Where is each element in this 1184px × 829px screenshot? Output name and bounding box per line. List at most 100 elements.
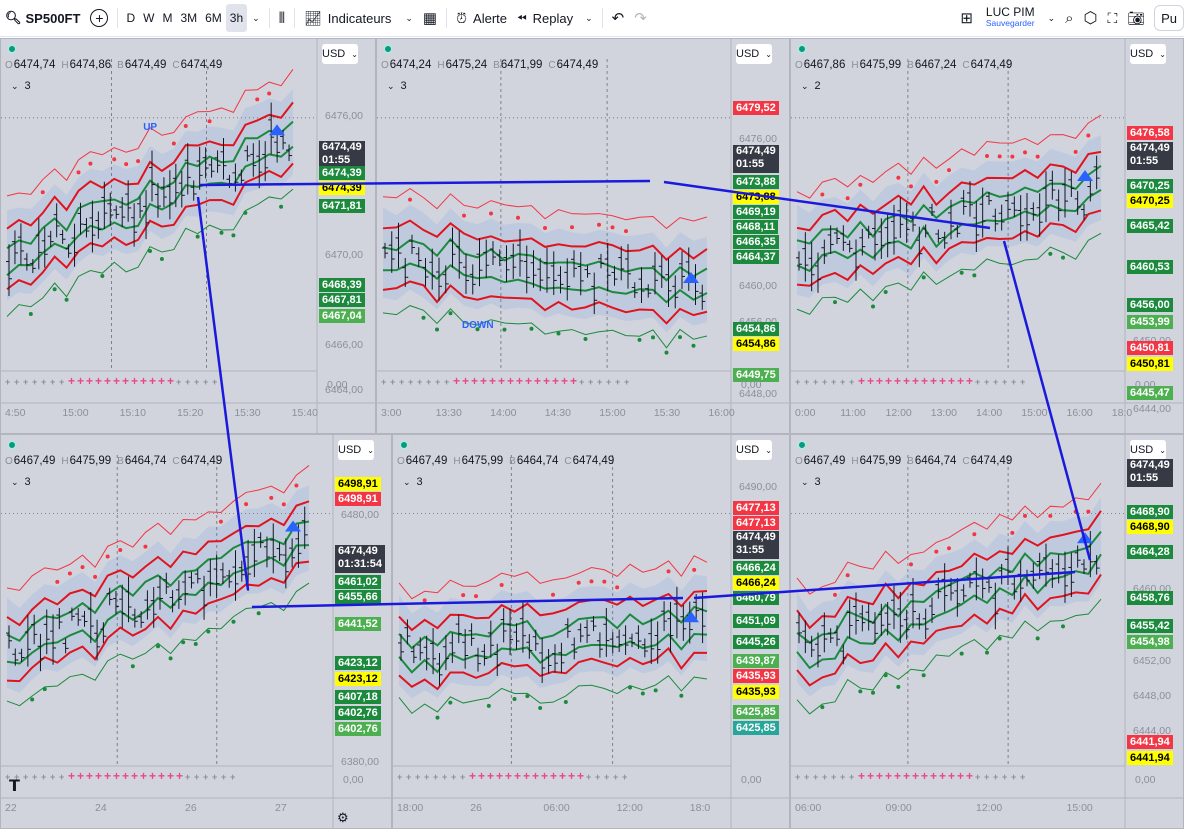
oscillator-marker: + — [453, 374, 460, 388]
symbol-search[interactable]: 🔍︎ SP500FT — [0, 3, 85, 33]
chevron-down-icon[interactable]: ⌄ — [1047, 12, 1056, 23]
oscillator-marker: + — [444, 377, 449, 387]
oscillator-marker: + — [831, 772, 836, 782]
indicator-collapse-toggle[interactable]: ⌄ 3 — [801, 476, 821, 488]
replay-label: Replay — [532, 10, 574, 26]
oscillator-marker: + — [516, 374, 523, 388]
indicators-button[interactable]: 📈︎ Indicateurs ⌄ — [299, 3, 418, 33]
layout-name-button[interactable]: LUC PIM Sauvegarder — [978, 3, 1043, 33]
status-dot-icon[interactable] — [399, 440, 409, 450]
undo-icon[interactable]: ↶ — [611, 10, 625, 27]
status-dot-icon[interactable] — [797, 44, 807, 54]
oscillator-marker: + — [489, 374, 496, 388]
price-tag: 6470,25 — [1127, 194, 1173, 208]
price-chart[interactable]: + + + + + + + + + + + + + + + + + + + + + + + + + + + + — [377, 39, 789, 433]
signal-triangle — [285, 520, 301, 532]
indicator-count: 3 — [24, 476, 31, 488]
indicator-collapse-toggle[interactable]: ⌄ 3 — [403, 476, 423, 488]
status-dot-icon[interactable] — [7, 440, 17, 450]
interval-w[interactable]: W — [143, 11, 155, 25]
fullscreen-icon[interactable]: ⛶ — [1107, 9, 1118, 26]
oscillator-marker: + — [86, 374, 93, 388]
indicator-collapse-toggle[interactable]: ⌄ 3 — [11, 476, 31, 488]
time-tick-label: 06:00 — [543, 802, 570, 814]
status-dot-icon[interactable] — [797, 440, 807, 450]
chart-panel-3[interactable]: + + + + + + + + + + + + + + + + + + + + + + + + + + O6467,86 H6475,… — [790, 38, 1184, 434]
interval-3m[interactable]: 3M — [180, 11, 198, 25]
chart-panel-6[interactable]: + + + + + + + + + + + + + + + + + + + + + + + + + + O6467,49 H6475,… — [790, 434, 1184, 829]
tradingview-logo-icon[interactable]: 𝗧 — [9, 778, 20, 795]
layout-grid-icon[interactable]: ⊞ — [960, 10, 973, 27]
currency-select[interactable]: USD ⌄ — [1129, 43, 1167, 65]
price-tag: 6466,35 — [733, 235, 779, 249]
price-chart[interactable]: + + + + + + + + + + + + + + + + + + + + + + + + + + — [1, 435, 391, 828]
price-tag: 6458,76 — [1127, 591, 1173, 605]
psar-dot — [909, 562, 913, 567]
signal-triangle — [1077, 170, 1093, 182]
layouts-grid-icon[interactable]: ▦ — [422, 10, 438, 27]
price-chart[interactable]: + + + + + + + + + + + + + + + + + + + + + + + + — [1, 39, 375, 433]
psar-dot — [640, 691, 645, 696]
psar-dot — [256, 611, 261, 616]
psar-dot — [171, 141, 176, 146]
bar-style-icon[interactable]: ⫴ — [278, 9, 285, 27]
currency-select[interactable]: USD ⌄ — [735, 43, 773, 65]
alert-button[interactable]: ⏰︎ Alerte — [451, 3, 512, 33]
currency-select[interactable]: USD ⌄ — [321, 43, 359, 65]
settings-gear-icon[interactable]: ⚙ — [337, 810, 349, 825]
quick-search-icon[interactable]: ⌕ — [1065, 9, 1074, 27]
camera-icon[interactable]: 📷︎ — [1127, 9, 1146, 26]
price-chart[interactable]: + + + + + + + + + + + + + + + + + + + + + + + + + + — [791, 39, 1183, 433]
time-tick-label: 14:00 — [976, 407, 1003, 419]
redo-icon[interactable]: ↷ — [634, 10, 647, 27]
psar-dot — [512, 697, 517, 702]
oscillator-marker: + — [469, 769, 476, 783]
psar-dot — [896, 175, 901, 180]
ohlc-value: 6467,49 — [13, 455, 56, 467]
price-chart[interactable]: + + + + + + + + + + + + + + + + + + + + + + + + + + — [791, 435, 1183, 828]
oscillator-marker: + — [867, 769, 874, 783]
price-tick-label: 6448,00 — [1133, 690, 1171, 702]
ohlc-key: B — [907, 456, 914, 467]
currency-select[interactable]: USD ⌄ — [1129, 439, 1167, 461]
oscillator-marker: + — [408, 377, 413, 387]
interval-m[interactable]: M — [162, 11, 173, 25]
indicator-collapse-toggle[interactable]: ⌄ 3 — [11, 80, 31, 92]
oscillator-marker: + — [858, 769, 865, 783]
time-tick-label: 18:0 — [1111, 407, 1133, 419]
oscillator-marker: + — [498, 374, 505, 388]
currency-select[interactable]: USD ⌄ — [337, 439, 375, 461]
price-tag: 6425,85 — [733, 721, 779, 735]
oscillator-value: 0,00 — [343, 774, 364, 786]
currency-select[interactable]: USD ⌄ — [735, 439, 773, 461]
psar-dot — [64, 297, 69, 302]
indicator-collapse-toggle[interactable]: ⌄ 2 — [801, 80, 821, 92]
interval-6m[interactable]: 6M — [205, 11, 222, 25]
oscillator-marker: + — [1011, 377, 1016, 387]
indicator-collapse-toggle[interactable]: ⌄ 3 — [387, 80, 407, 92]
chart-panel-2[interactable]: + + + + + + + + + + + + + + + + + + + + + + + + + + + + O6474,24 H647… — [376, 38, 790, 434]
time-tick-label: 09:00 — [885, 802, 912, 814]
price-tag: 6467,81 — [319, 293, 365, 307]
status-dot-icon[interactable] — [383, 44, 393, 54]
add-symbol-button[interactable]: + — [85, 3, 113, 33]
interval-3h[interactable]: 3h — [225, 4, 248, 32]
oscillator-marker: + — [795, 772, 800, 782]
oscillator-marker: + — [912, 769, 919, 783]
interval-dropdown-chevron-icon[interactable]: ⌄ — [252, 12, 260, 23]
oscillator-marker: + — [104, 374, 111, 388]
psar-dot — [597, 222, 601, 227]
chart-panel-5[interactable]: + + + + + + + + + + + + + + + + + + + + + + + + + + O6467,49 H6475,… — [392, 434, 790, 829]
psar-dot — [653, 688, 658, 693]
psar-dot — [499, 582, 504, 587]
publish-button[interactable]: Pu — [1154, 5, 1184, 31]
replay-button[interactable]: ⏪︎ Replay ⌄ — [512, 3, 598, 33]
psar-dot — [1073, 149, 1078, 154]
status-dot-icon[interactable] — [7, 44, 17, 54]
chart-panel-4[interactable]: + + + + + + + + + + + + + + + + + + + + + + + + + + O6467,49 H6475,… — [0, 434, 392, 829]
price-chart[interactable]: + + + + + + + + + + + + + + + + + + + + + + + + + + — [393, 435, 789, 828]
interval-d[interactable]: D — [126, 11, 136, 25]
oscillator-marker: + — [957, 769, 964, 783]
chart-panel-1[interactable]: + + + + + + + + + + + + + + + + + + + + + + + + O6474,74 H6474,86… — [0, 38, 376, 434]
settings-gear-icon[interactable]: ⬡ — [1083, 10, 1098, 27]
